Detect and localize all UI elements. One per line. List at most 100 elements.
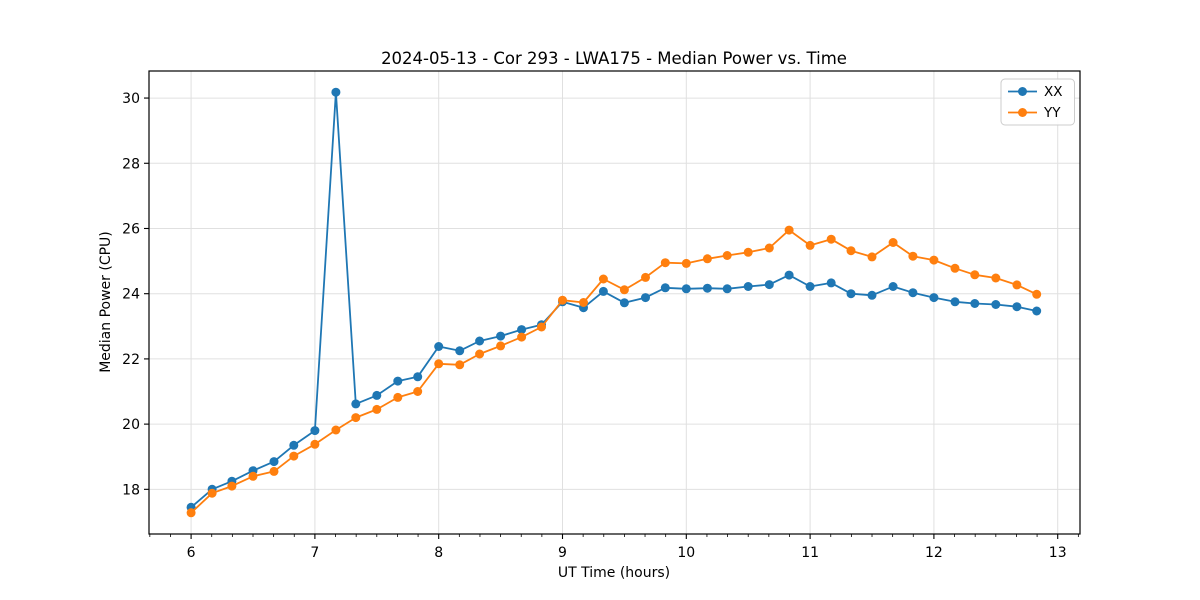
series-YY-marker <box>186 508 196 518</box>
series-XX-marker <box>970 299 980 308</box>
series-XX-marker <box>826 278 836 288</box>
series-XX-marker <box>289 440 299 450</box>
series-XX-marker <box>331 87 341 97</box>
series-XX-marker <box>702 283 712 293</box>
series-XX-marker <box>888 282 898 291</box>
series-YY-marker <box>702 254 712 264</box>
series-YY-marker <box>826 234 836 244</box>
series-YY-marker <box>846 246 856 256</box>
series-XX-marker <box>805 282 815 291</box>
series-XX-marker <box>660 283 670 293</box>
series-YY-marker <box>248 471 258 481</box>
series-XX-marker <box>929 293 939 303</box>
series-YY-marker <box>970 270 980 280</box>
series-XX-marker <box>310 426 320 436</box>
series-XX-marker <box>413 372 423 382</box>
series-YY-marker <box>331 425 341 435</box>
series-XX-marker <box>517 325 527 335</box>
series-YY-marker <box>929 255 939 265</box>
series-YY-marker <box>310 439 320 449</box>
y-tick-label: 30 <box>122 91 140 107</box>
x-tick-label: 13 <box>1049 545 1067 561</box>
series-YY-marker <box>579 298 588 307</box>
series-XX-marker <box>991 300 1001 309</box>
y-tick-label: 22 <box>122 352 140 368</box>
legend-marker <box>1018 108 1027 117</box>
series-XX-marker <box>641 293 650 303</box>
x-axis-label: UT Time (hours) <box>558 565 670 581</box>
series-XX-marker <box>434 342 444 351</box>
y-tick-label: 28 <box>122 156 140 172</box>
x-tick-label: 7 <box>310 545 319 561</box>
series-YY-marker <box>867 252 877 262</box>
series-XX-marker <box>1012 302 1022 312</box>
series-YY-marker <box>641 272 650 282</box>
series-YY-marker <box>764 243 774 253</box>
series-YY-marker <box>660 258 670 268</box>
series-XX-marker <box>269 457 279 467</box>
y-tick-label: 26 <box>122 221 140 237</box>
series-YY-marker <box>888 238 898 247</box>
series-XX-marker <box>598 286 608 296</box>
grid-layer <box>149 71 1080 534</box>
series-YY-marker <box>805 240 815 250</box>
series-YY-marker <box>227 481 237 491</box>
series-XX-marker <box>743 282 753 291</box>
x-tick-label: 10 <box>677 545 695 561</box>
series-XX-marker <box>393 376 403 386</box>
series-YY-marker <box>681 258 691 268</box>
series-XX-marker <box>784 270 794 280</box>
plot-border <box>148 70 1081 535</box>
series-YY-marker <box>289 451 299 461</box>
series-XX-marker <box>496 331 506 341</box>
legend-label: YY <box>1043 105 1061 121</box>
series-YY-marker <box>413 387 423 396</box>
series-YY-marker <box>1032 289 1042 299</box>
legend-box <box>1000 78 1075 126</box>
series-YY-marker <box>991 273 1001 283</box>
series-YY-marker <box>743 247 753 257</box>
series-XX-marker <box>351 399 361 409</box>
series-YY-marker <box>598 274 608 284</box>
series-XX-marker <box>846 289 856 299</box>
series-XX-marker <box>722 284 732 294</box>
series-XX-marker <box>619 298 629 308</box>
x-tick-label: 11 <box>801 545 819 561</box>
series-YY-marker <box>517 332 527 342</box>
series-XX-marker <box>455 346 465 356</box>
legend-label: XX <box>1044 84 1063 100</box>
series-XX-marker <box>1032 306 1042 316</box>
legend: XX YY <box>1000 78 1075 126</box>
series-YY-marker <box>950 263 960 273</box>
series-XX-marker <box>867 290 877 300</box>
y-tick-label: 20 <box>122 417 140 433</box>
x-tick-label: 8 <box>434 545 443 561</box>
axes-layer: 6 7 8 9 10 11 12 13 18 20 22 24 26 28 30 <box>122 70 1081 561</box>
series-YY-marker <box>619 285 629 295</box>
x-tick-label: 12 <box>925 545 943 561</box>
series-YY-marker <box>558 295 567 305</box>
series-YY-marker <box>1012 280 1022 290</box>
series-YY-marker <box>475 349 485 359</box>
series-layer <box>186 87 1042 518</box>
legend-marker <box>1018 87 1027 96</box>
x-tick-label: 9 <box>558 545 567 561</box>
x-tick-label: 6 <box>187 545 196 561</box>
series-YY-marker <box>455 360 465 370</box>
series-YY-marker <box>393 392 403 402</box>
series-XX-marker <box>372 390 382 400</box>
y-tick-label: 18 <box>122 482 140 498</box>
series-YY-marker <box>722 251 732 260</box>
series-YY-marker <box>269 466 279 476</box>
series-YY-marker <box>537 322 546 332</box>
series-YY-marker <box>351 413 361 423</box>
series-YY-marker <box>496 341 506 351</box>
series-YY-marker <box>908 251 918 261</box>
series-YY-marker <box>784 225 794 235</box>
series-YY-marker <box>207 488 217 498</box>
series-YY-marker <box>372 404 382 414</box>
y-tick-label: 24 <box>122 287 140 303</box>
series-XX-marker <box>681 284 691 294</box>
